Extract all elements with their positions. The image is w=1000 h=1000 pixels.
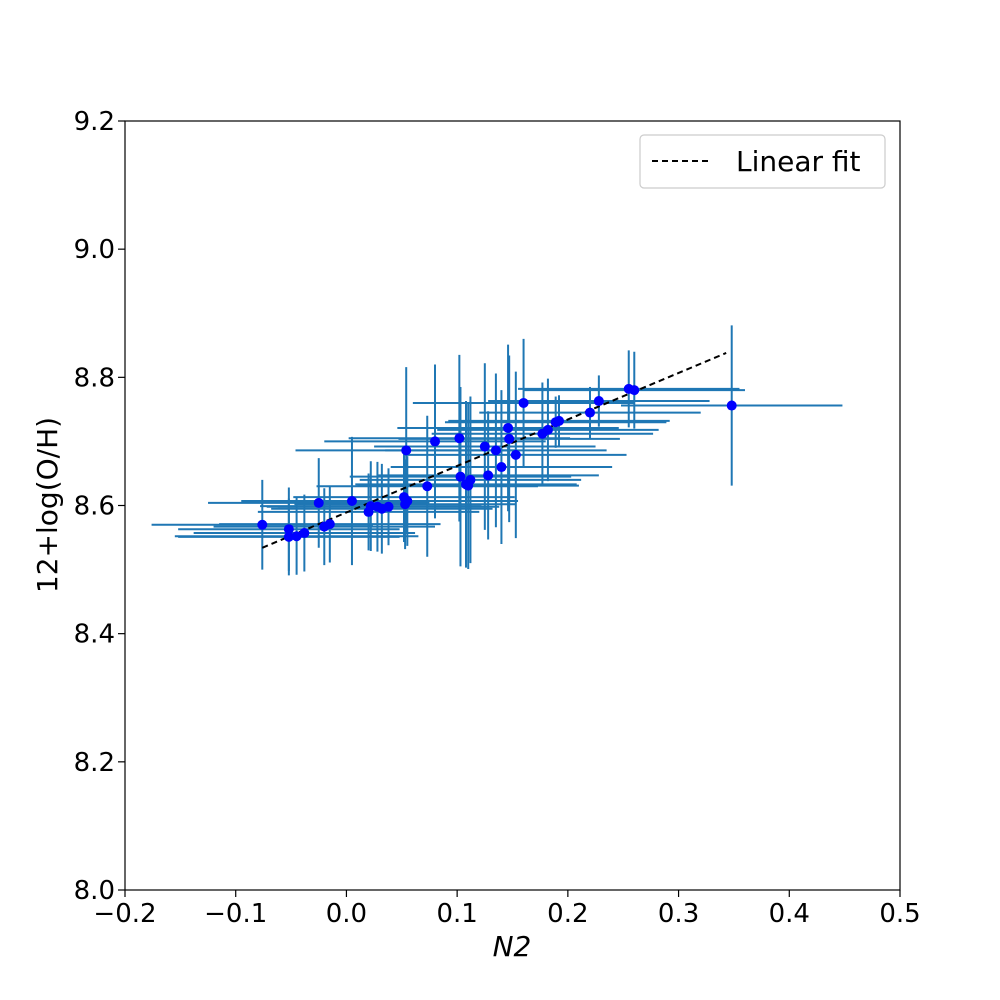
data-point-2 xyxy=(283,531,294,542)
data-point-28 xyxy=(496,462,507,473)
data-point-18 xyxy=(422,481,433,492)
x-tick-label: 0.0 xyxy=(326,899,367,929)
legend-label-linear-fit: Linear fit xyxy=(736,145,861,178)
data-point-41 xyxy=(726,400,737,411)
data-point-34 xyxy=(542,424,553,435)
x-tick-label: −0.1 xyxy=(204,899,267,929)
y-tick-label: 8.6 xyxy=(74,492,115,522)
data-point-3 xyxy=(291,531,302,542)
x-axis-ticks: −0.2 −0.1 0.0 0.1 0.2 0.3 0.4 0.5 xyxy=(93,890,921,929)
data-point-32 xyxy=(518,397,529,408)
data-point-8 xyxy=(346,496,357,507)
x-tick-label: 0.3 xyxy=(658,899,699,929)
data-point-16 xyxy=(401,445,412,456)
y-tick-label: 9.2 xyxy=(74,107,115,137)
data-point-24 xyxy=(465,474,476,485)
y-tick-label: 8.2 xyxy=(74,748,115,778)
y-tick-label: 9.0 xyxy=(74,235,115,265)
data-point-7 xyxy=(324,519,335,530)
data-point-17 xyxy=(402,496,413,507)
data-point-29 xyxy=(503,422,514,433)
legend: Linear fit xyxy=(639,134,886,189)
data-point-1 xyxy=(283,524,294,535)
data-point-5 xyxy=(313,497,324,508)
x-tick-label: 0.2 xyxy=(547,899,588,929)
data-point-40 xyxy=(629,385,640,396)
x-tick-label: 0.5 xyxy=(879,899,920,929)
y-axis-label: 12+log(O/H) xyxy=(31,417,64,593)
x-tick-label: −0.2 xyxy=(93,899,156,929)
data-point-0 xyxy=(257,519,268,530)
y-tick-label: 8.8 xyxy=(74,363,115,393)
data-point-20 xyxy=(454,433,465,444)
x-tick-label: 0.4 xyxy=(769,899,810,929)
data-point-30 xyxy=(504,433,515,444)
data-point-36 xyxy=(554,415,564,426)
data-point-38 xyxy=(593,396,604,407)
legend-box xyxy=(639,134,886,189)
x-axis-label: N2 xyxy=(493,930,532,963)
data-point-27 xyxy=(490,445,501,456)
data-point-25 xyxy=(479,441,490,452)
data-point-13 xyxy=(383,501,394,512)
point-layer xyxy=(257,383,737,542)
data-point-26 xyxy=(483,470,494,481)
data-point-4 xyxy=(299,528,310,539)
data-point-31 xyxy=(510,449,521,460)
y-tick-label: 8.0 xyxy=(74,876,115,906)
x-tick-label: 0.1 xyxy=(436,899,477,929)
y-tick-label: 8.4 xyxy=(74,620,115,650)
data-point-19 xyxy=(430,436,440,447)
data-point-37 xyxy=(585,407,595,418)
y-axis-ticks: 8.0 8.2 8.4 8.6 8.8 9.0 9.2 xyxy=(74,107,125,906)
data-point-21 xyxy=(455,471,466,482)
